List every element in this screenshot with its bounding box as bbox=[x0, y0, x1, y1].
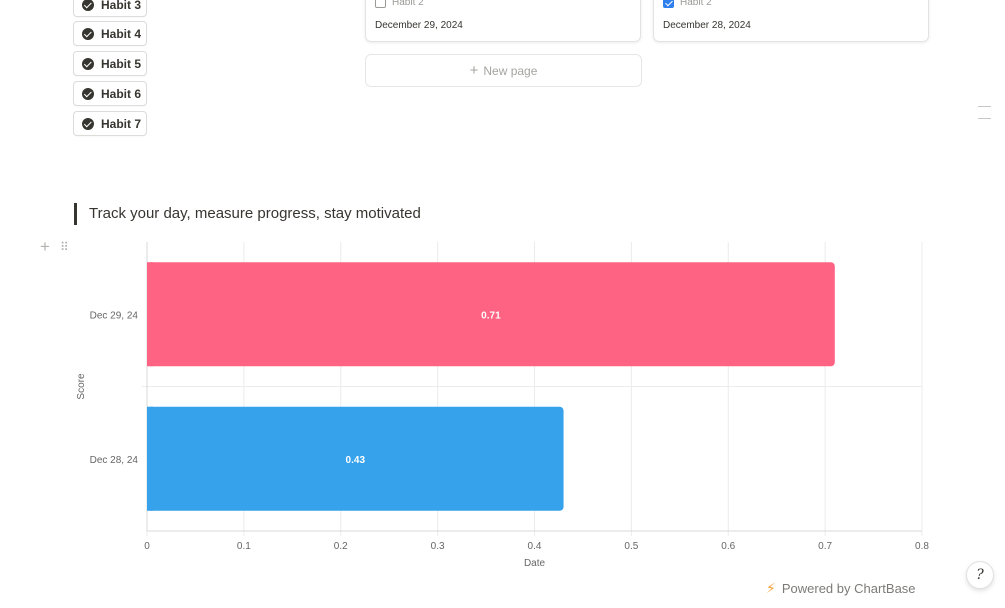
card-checkbox-row[interactable]: Habit 2 bbox=[375, 0, 424, 8]
add-block-icon[interactable]: + bbox=[40, 237, 50, 256]
checkbox-label: Habit 2 bbox=[680, 0, 712, 8]
plus-icon: + bbox=[469, 62, 479, 79]
new-page-button[interactable]: + New page bbox=[365, 54, 642, 87]
habit-label: Habit 3 bbox=[101, 0, 142, 12]
x-tick-label: 0.3 bbox=[431, 541, 445, 552]
y-tick-label: Dec 29, 24 bbox=[90, 310, 139, 321]
x-tick-label: 0.8 bbox=[915, 541, 929, 552]
x-tick-label: 0.2 bbox=[334, 541, 348, 552]
y-axis-title: Score bbox=[76, 373, 87, 400]
habit-label: Habit 5 bbox=[101, 56, 142, 71]
bar bbox=[147, 406, 564, 511]
check-circle-icon bbox=[82, 117, 94, 130]
habit-tag-4[interactable]: Habit 4 bbox=[73, 21, 147, 46]
bar bbox=[147, 262, 835, 367]
check-circle-icon bbox=[82, 27, 94, 40]
card-checkbox-row[interactable]: Habit 2 bbox=[663, 0, 712, 8]
card-date: December 29, 2024 bbox=[375, 20, 463, 31]
bar-base bbox=[147, 406, 153, 511]
habit-tag-5[interactable]: Habit 5 bbox=[73, 51, 147, 76]
habit-tag-3[interactable]: Habit 3 bbox=[73, 0, 147, 17]
card-date: December 28, 2024 bbox=[663, 20, 751, 31]
check-circle-icon bbox=[82, 87, 94, 100]
gallery-card-dec-28[interactable]: Habit 2 December 28, 2024 bbox=[653, 0, 929, 42]
x-axis-title: Date bbox=[524, 558, 546, 569]
data-label: 0.71 bbox=[481, 310, 501, 321]
x-tick-label: 0.5 bbox=[624, 541, 638, 552]
y-tick-label: Dec 28, 24 bbox=[90, 455, 139, 466]
x-tick-label: 0.4 bbox=[528, 541, 542, 552]
habit-label: Habit 7 bbox=[101, 116, 142, 131]
checkbox-label: Habit 2 bbox=[392, 0, 424, 8]
x-tick-label: 0.1 bbox=[237, 541, 251, 552]
x-tick-label: 0.6 bbox=[721, 541, 735, 552]
new-page-label: New page bbox=[483, 63, 538, 78]
x-tick-label: 0 bbox=[144, 541, 150, 552]
data-label: 0.43 bbox=[346, 455, 366, 466]
help-icon[interactable]: ? bbox=[966, 561, 994, 589]
gallery-card-dec-29[interactable]: Habit 2 December 29, 2024 bbox=[365, 0, 641, 42]
checkbox[interactable] bbox=[375, 0, 386, 8]
bar-base bbox=[147, 262, 153, 367]
quote-block: Track your day, measure progress, stay m… bbox=[74, 203, 421, 225]
drag-handle-icon[interactable]: ⠿ bbox=[60, 240, 69, 254]
x-tick-label: 0.7 bbox=[818, 541, 832, 552]
outline-toggle[interactable] bbox=[978, 106, 991, 130]
habit-tag-6[interactable]: Habit 6 bbox=[73, 81, 147, 106]
habit-label: Habit 4 bbox=[101, 26, 142, 41]
lightning-icon: ⚡ bbox=[766, 580, 776, 596]
powered-by-label: Powered by ChartBase bbox=[781, 581, 916, 596]
habit-tag-7[interactable]: Habit 7 bbox=[73, 111, 147, 136]
checkbox-checked[interactable] bbox=[663, 0, 674, 8]
powered-by[interactable]: ⚡ Powered by ChartBase bbox=[766, 580, 916, 597]
habit-label: Habit 6 bbox=[101, 86, 142, 101]
check-circle-icon bbox=[82, 57, 94, 70]
check-circle-icon bbox=[82, 0, 94, 11]
